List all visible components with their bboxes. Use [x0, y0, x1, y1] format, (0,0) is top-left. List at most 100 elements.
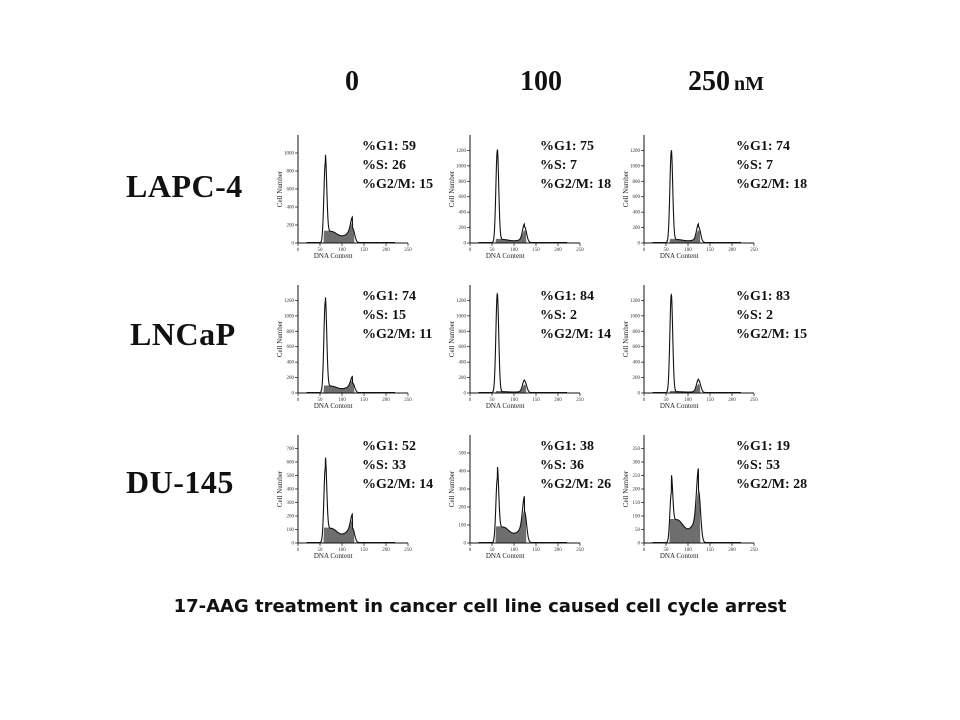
y-tick-label: 600 — [633, 195, 641, 200]
x-tick-label: 100 — [684, 248, 692, 253]
phase-percentage-label: %G1: 38 — [540, 439, 594, 454]
phase-percentage-label: %G2/M: 18 — [540, 177, 611, 192]
x-tick-label: 50 — [490, 248, 496, 253]
cell-line-label-lncap: LNCaP — [130, 316, 236, 352]
concentration-header-0: 0 — [345, 66, 359, 98]
phase-percentage-label: %G1: 74 — [736, 139, 790, 154]
x-tick-label: 50 — [664, 548, 670, 553]
y-tick-label: 400 — [287, 361, 295, 366]
y-tick-label: 400 — [459, 470, 467, 475]
y-tick-label: 400 — [287, 488, 295, 493]
y-tick-label: 400 — [633, 361, 641, 366]
y-tick-label: 100 — [459, 524, 467, 529]
x-tick-label: 150 — [360, 548, 368, 553]
phase-percentage-label: %G2/M: 15 — [362, 177, 433, 192]
x-tick-label: 50 — [318, 548, 324, 553]
y-tick-label: 800 — [633, 180, 641, 185]
phase-percentage-label: %G1: 74 — [362, 289, 416, 304]
y-tick-label: 200 — [287, 515, 295, 520]
s-phase-area — [669, 384, 701, 393]
s-phase-area — [669, 491, 701, 543]
y-tick-label: 800 — [459, 180, 467, 185]
y-tick-label: 800 — [633, 330, 641, 335]
phase-percentage-label: %S: 26 — [362, 158, 406, 173]
cell-line-label-lapc4: LAPC-4 — [126, 168, 243, 204]
phase-percentage-label: %G2/M: 28 — [736, 477, 807, 492]
x-tick-label: 200 — [728, 398, 736, 403]
y-tick-label: 0 — [292, 542, 295, 547]
y-tick-label: 400 — [459, 361, 467, 366]
concentration-header-250: 250 nM — [688, 66, 764, 98]
y-tick-label: 1200 — [456, 299, 467, 304]
x-tick-label: 200 — [728, 548, 736, 553]
y-tick-label: 1200 — [630, 299, 641, 304]
x-tick-label: 0 — [297, 248, 300, 253]
y-tick-label: 50 — [635, 528, 641, 533]
x-tick-label: 250 — [750, 398, 758, 403]
phase-percentage-label: %G1: 59 — [362, 139, 416, 154]
x-tick-label: 150 — [706, 548, 714, 553]
y-axis-title: Cell Number — [622, 320, 630, 357]
y-tick-label: 150 — [633, 501, 641, 506]
histogram-panel: 0 200 400 600 800 1000 1200 0 50 100 150 200 250 DNA … — [448, 135, 611, 260]
phase-percentage-label: %S: 53 — [736, 458, 780, 473]
y-axis-title: Cell Number — [622, 170, 630, 207]
x-tick-label: 250 — [576, 248, 584, 253]
x-tick-label: 100 — [338, 548, 346, 553]
y-tick-label: 800 — [459, 330, 467, 335]
s-phase-area — [495, 384, 527, 393]
phase-percentage-label: %S: 7 — [540, 158, 577, 173]
x-tick-label: 150 — [706, 248, 714, 253]
y-tick-label: 800 — [287, 170, 295, 175]
x-tick-label: 250 — [576, 548, 584, 553]
x-axis-title: DNA Content — [486, 402, 525, 410]
histogram-panel: 0 200 400 600 800 1000 1200 0 50 100 150 200 250 DNA … — [622, 285, 807, 410]
y-tick-label: 300 — [287, 501, 295, 506]
s-phase-area — [323, 222, 355, 243]
y-tick-label: 200 — [459, 376, 467, 381]
x-tick-label: 200 — [554, 548, 562, 553]
x-tick-label: 200 — [382, 248, 390, 253]
phase-percentage-label: %G2/M: 26 — [540, 477, 611, 492]
y-tick-label: 200 — [287, 224, 295, 229]
y-tick-label: 400 — [459, 211, 467, 216]
x-tick-label: 200 — [554, 398, 562, 403]
histogram-panel: 0 50 100 150 200 250 300 350 0 50 100 150 200 250 DNA … — [622, 435, 807, 560]
x-tick-label: 50 — [318, 398, 324, 403]
y-tick-label: 800 — [287, 330, 295, 335]
phase-percentage-label: %G2/M: 14 — [540, 327, 611, 342]
phase-percentage-label: %S: 36 — [540, 458, 584, 473]
y-tick-label: 200 — [459, 226, 467, 231]
phase-percentage-label: %G2/M: 18 — [736, 177, 807, 192]
y-axis-title: Cell Number — [276, 470, 284, 507]
y-tick-label: 500 — [287, 474, 295, 479]
x-tick-label: 50 — [664, 398, 670, 403]
s-phase-area — [323, 520, 355, 543]
x-tick-label: 50 — [318, 248, 324, 253]
histogram-panel: 0 200 400 600 800 1000 1200 0 50 100 150 200 250 DNA … — [276, 285, 432, 410]
concentration-value: 100 — [520, 66, 562, 97]
y-tick-label: 300 — [459, 488, 467, 493]
y-axis-title: Cell Number — [448, 320, 456, 357]
y-tick-label: 700 — [287, 447, 295, 452]
histogram-panel: 0 100 200 300 400 500 600 700 0 50 100 150 200 250 DNA… — [276, 435, 433, 560]
y-tick-label: 200 — [633, 226, 641, 231]
x-axis-title: DNA Content — [660, 252, 699, 260]
x-tick-label: 150 — [706, 398, 714, 403]
x-tick-label: 100 — [510, 548, 518, 553]
x-tick-label: 250 — [750, 548, 758, 553]
x-tick-label: 150 — [360, 248, 368, 253]
y-tick-label: 200 — [459, 506, 467, 511]
y-axis-title: Cell Number — [276, 170, 284, 207]
y-tick-label: 1000 — [284, 152, 295, 157]
concentration-header-100: 100 — [520, 66, 562, 98]
y-tick-label: 200 — [633, 376, 641, 381]
y-tick-label: 200 — [633, 488, 641, 493]
s-phase-area — [323, 380, 355, 393]
histogram-panel: 0 200 400 600 800 1000 1200 0 50 100 150 200 250 DNA … — [622, 135, 807, 260]
histogram-panel: 0 100 200 300 400 500 0 50 100 150 200 250 DNA Conte… — [448, 435, 611, 560]
y-tick-label: 1200 — [456, 149, 467, 154]
y-tick-label: 500 — [459, 452, 467, 457]
x-tick-label: 100 — [684, 398, 692, 403]
phase-percentage-label: %S: 2 — [540, 308, 577, 323]
